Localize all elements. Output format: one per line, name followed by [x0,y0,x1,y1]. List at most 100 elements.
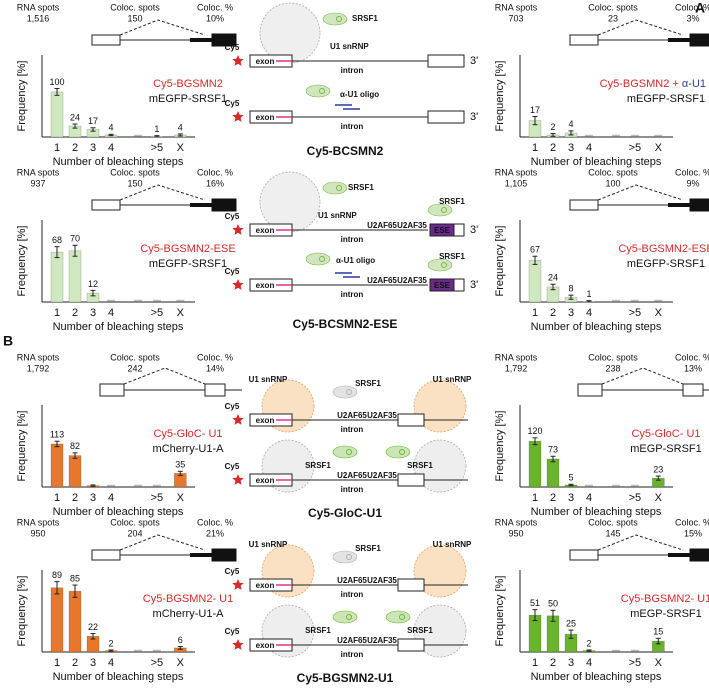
factor-label: U2AF35 [367,471,397,480]
intron-label: intron [341,590,364,599]
bar [50,587,64,653]
exon-filled [211,198,237,212]
dye-label: Cy5 [225,267,240,276]
bar [528,440,542,488]
count-label: 8 [568,284,573,294]
intron-label: intron [341,425,364,434]
srsf1-dot [319,88,325,94]
count-label: 50 [548,599,558,609]
header-value: 16% [206,178,224,188]
exon-filled [211,548,237,562]
count-label: 4 [108,123,113,133]
legend-construct: Cy5-BGSMN2- U1 [143,593,233,605]
y-axis-label: Frequency [%] [494,576,506,647]
intron-label: intron [341,290,364,299]
header-value: 937 [30,178,45,188]
factor-label: α-U1 oligo [336,256,375,265]
splice-dash [119,534,206,551]
x-axis-label: Number of bleaching steps [53,156,184,168]
bar [68,250,82,303]
y-axis-label: Frequency [%] [16,61,28,132]
factor-label: U1 snRNP [330,42,369,51]
dye-star [232,414,244,425]
legend-probe: mCherry-U1-A [153,443,225,455]
count-label: 2 [550,122,555,132]
dye-star [232,579,244,590]
header-label: Coloc. % [197,2,233,12]
y-axis-label: Frequency [%] [16,226,28,297]
srsf1-dot [346,389,352,395]
end-label: 3' [470,111,478,123]
exon-box [569,199,599,211]
factor-label: SRSF1 [439,252,465,261]
construct-part: Cy5-GloC- U1 [631,428,700,440]
dye-label: Cy5 [225,99,240,108]
x-tick-label: 2 [550,492,556,504]
header-value: 242 [127,363,142,373]
factor-label: U2AF65 [337,636,367,645]
count-label: 1 [154,124,159,134]
srsf1-dot [399,614,405,620]
exon-box [453,278,465,292]
count-label: 24 [70,112,80,122]
count-label: 35 [175,460,185,470]
srsf1-oval [427,203,453,217]
diagram-title: Cy5-BCSMN2 [307,144,384,158]
header-label: Coloc. % [675,517,709,527]
bar [68,590,82,653]
intron-label: intron [341,235,364,244]
construct-part: Cy5-BGSMN2- U1 [143,593,233,605]
x-axis-label: Number of bleaching steps [531,156,662,168]
x-tick-label: >5 [629,492,642,504]
srsf1-dot [336,185,342,191]
x-axis-label: Number of bleaching steps [53,506,184,518]
srsf1-oval [332,550,358,564]
header-value: 150 [127,178,142,188]
header-label: Coloc. % [197,352,233,362]
x-tick-label: 1 [54,142,60,154]
x-tick-label: 2 [72,142,78,154]
srsf1-oval [332,445,358,459]
legend-construct: Cy5-BGSMN2 + α-U1 oligo [600,78,709,90]
legend-construct: Cy5-BGSMN2- U1 [621,593,709,605]
count-label: 100 [49,77,64,87]
construct-part: Cy5-BGSMN2- U1 [621,593,709,605]
factor-label: SRSF1 [439,197,465,206]
count-label: 22 [88,622,98,632]
header-value: 100 [605,178,620,188]
x-tick-label: 2 [550,657,556,669]
construct-part: + [672,78,678,90]
header-label: Coloc. spots [110,517,160,527]
header-value: 23 [608,13,618,23]
srsf1-oval [385,445,411,459]
factor-label: SRSF1 [352,14,378,23]
construct-part: Cy5-BGSMN2 [153,78,223,90]
x-tick-label: 4 [108,142,114,154]
y-axis-label: Frequency [%] [494,61,506,132]
x-tick-label: 3 [568,142,574,154]
x-tick-label: 3 [90,492,96,504]
x-tick-label: 2 [72,657,78,669]
count-label: 70 [70,234,80,244]
header-value: 3% [686,13,699,23]
x-tick-label: 4 [108,657,114,669]
header-value: 9% [686,178,699,188]
legend-construct: Cy5-GloC- U1 [631,428,700,440]
exon-label: exon [256,226,275,235]
count-label: 12 [88,279,98,289]
header-label: Coloc. % [197,517,233,527]
count-label: 17 [530,105,540,115]
intron-label: intron [341,122,364,131]
intron-label: intron [341,650,364,659]
end-label: 3' [470,55,478,67]
construct-part: Cy5-BGSMN2 [600,78,670,90]
x-tick-label: 1 [532,657,538,669]
srsf1-oval [385,610,411,624]
ese-label: ESE [434,281,451,290]
ese-label: ESE [434,226,451,235]
complex-blob [413,604,467,658]
count-label: 113 [50,430,64,440]
factor-label: U2AF35 [367,411,397,420]
x-tick-label: X [177,142,185,154]
header-value: 145 [605,528,620,538]
